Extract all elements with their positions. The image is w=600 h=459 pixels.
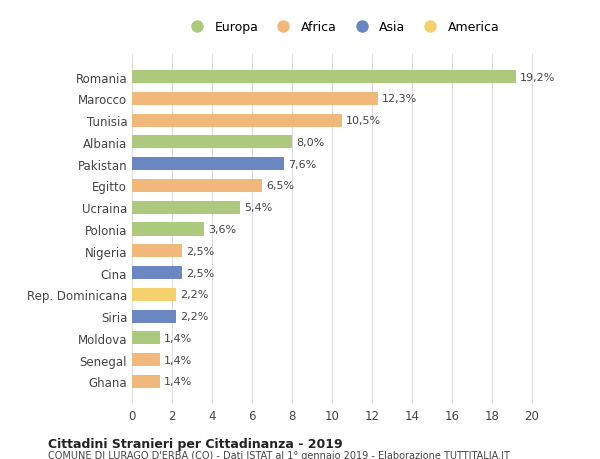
Text: 1,4%: 1,4% [164,355,192,365]
Text: 19,2%: 19,2% [520,73,556,83]
Text: 3,6%: 3,6% [208,224,236,235]
Text: 6,5%: 6,5% [266,181,294,191]
Bar [132,245,182,258]
Text: Cittadini Stranieri per Cittadinanza - 2019: Cittadini Stranieri per Cittadinanza - 2… [48,437,343,450]
Bar [132,353,160,366]
Bar [132,136,292,149]
Text: 2,2%: 2,2% [180,311,208,321]
Text: 8,0%: 8,0% [296,138,324,148]
Text: 1,4%: 1,4% [164,376,192,386]
Bar [132,179,262,193]
Bar [132,201,240,214]
Text: 12,3%: 12,3% [382,94,417,104]
Text: 2,5%: 2,5% [186,268,214,278]
Bar [132,331,160,345]
Bar [132,158,284,171]
Bar [132,71,516,84]
Bar [132,266,182,280]
Bar [132,93,378,106]
Text: COMUNE DI LURAGO D'ERBA (CO) - Dati ISTAT al 1° gennaio 2019 - Elaborazione TUTT: COMUNE DI LURAGO D'ERBA (CO) - Dati ISTA… [48,450,510,459]
Text: 7,6%: 7,6% [288,159,316,169]
Bar [132,114,342,128]
Bar [132,375,160,388]
Text: 2,2%: 2,2% [180,290,208,300]
Bar [132,288,176,301]
Bar [132,310,176,323]
Text: 10,5%: 10,5% [346,116,381,126]
Text: 1,4%: 1,4% [164,333,192,343]
Text: 2,5%: 2,5% [186,246,214,256]
Legend: Europa, Africa, Asia, America: Europa, Africa, Asia, America [179,16,505,39]
Text: 5,4%: 5,4% [244,203,272,213]
Bar [132,223,204,236]
